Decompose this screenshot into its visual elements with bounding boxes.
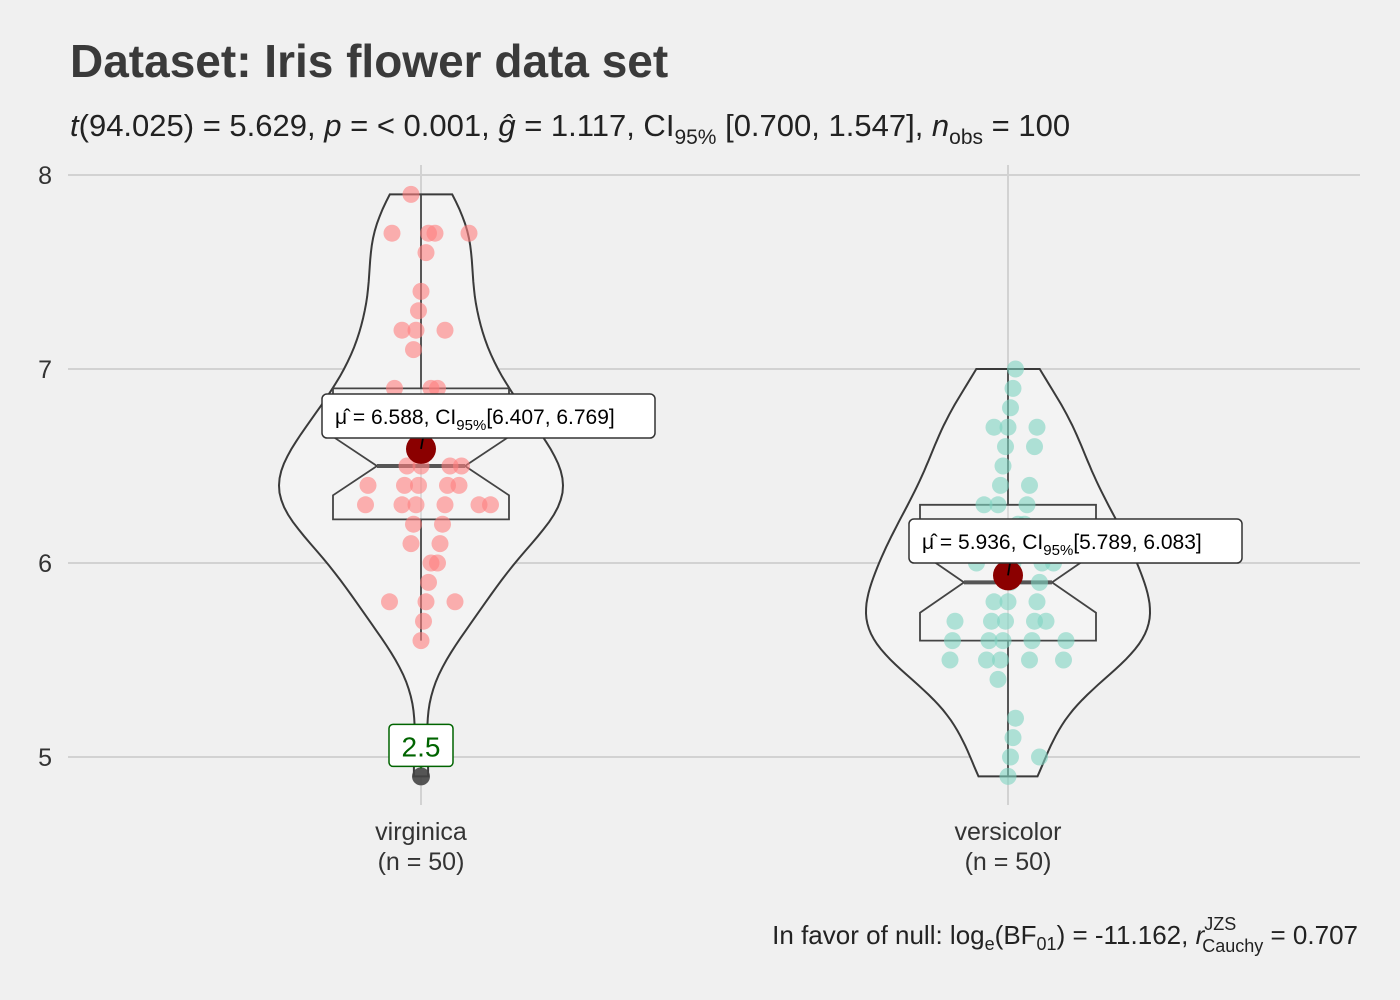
data-point-virginica xyxy=(402,185,420,203)
data-point-versicolor xyxy=(975,496,993,514)
y-tick-label: 5 xyxy=(38,744,52,772)
data-point-virginica xyxy=(482,496,499,514)
y-tick-label: 6 xyxy=(38,550,52,578)
data-point-versicolor xyxy=(1004,379,1022,397)
data-point-versicolor xyxy=(992,651,1009,669)
chart-subtitle: t(94.025) = 5.629, p = < 0.001, ĝ = 1.11… xyxy=(70,108,1070,149)
mean-label-box xyxy=(321,393,656,439)
data-point-versicolor xyxy=(989,670,1007,688)
data-point-versicolor xyxy=(1018,496,1036,514)
data-point-virginica xyxy=(383,224,401,242)
chart-caption: In favor of null: loge(BF01) = -11.162, … xyxy=(772,914,1358,956)
data-point-versicolor xyxy=(997,612,1014,630)
data-point-versicolor xyxy=(994,457,1012,475)
data-point-virginica xyxy=(410,302,427,320)
data-point-versicolor xyxy=(1023,632,1041,650)
data-point-versicolor xyxy=(1002,748,1019,766)
data-point-versicolor xyxy=(985,593,1003,611)
data-point-versicolor xyxy=(985,418,1003,436)
x-label-count-versicolor: (n = 50) xyxy=(965,848,1052,876)
data-point-versicolor xyxy=(1026,438,1043,456)
data-point-versicolor xyxy=(992,476,1009,494)
data-point-virginica xyxy=(436,496,454,514)
data-point-versicolor xyxy=(1007,360,1024,378)
data-point-virginica xyxy=(453,457,470,475)
data-point-versicolor xyxy=(944,632,961,650)
data-point-virginica xyxy=(359,476,377,494)
grid-layer xyxy=(68,165,1360,805)
y-tick-label: 7 xyxy=(38,356,52,384)
data-point-virginica xyxy=(417,593,435,611)
data-point-versicolor xyxy=(999,418,1017,436)
data-point-versicolor xyxy=(1021,476,1038,494)
data-point-versicolor xyxy=(980,632,998,650)
mean-label-versicolor: μ̂ = 5.936, CI95%[5.789, 6.083] xyxy=(922,531,1202,559)
data-point-versicolor xyxy=(978,651,995,669)
data-point-virginica xyxy=(393,321,411,339)
mean-label-connector xyxy=(1007,562,1011,576)
data-point-virginica xyxy=(426,224,444,242)
data-point-virginica xyxy=(417,244,435,262)
y-tick-label: 8 xyxy=(38,162,52,190)
data-point-virginica xyxy=(381,593,398,611)
data-point-virginica xyxy=(407,496,425,514)
data-point-versicolor xyxy=(1031,573,1048,591)
data-point-versicolor xyxy=(1031,748,1048,766)
data-point-virginica xyxy=(434,515,451,533)
data-point-versicolor xyxy=(1037,612,1055,630)
chart-title: Dataset: Iris flower data set xyxy=(70,35,668,87)
data-point-versicolor xyxy=(1055,651,1072,669)
data-point-versicolor xyxy=(1007,709,1024,727)
data-point-virginica xyxy=(410,476,427,494)
data-point-versicolor xyxy=(941,651,959,669)
outlier-label-box xyxy=(388,723,454,768)
data-point-versicolor xyxy=(999,767,1017,785)
data-point-versicolor xyxy=(999,593,1017,611)
data-point-versicolor xyxy=(1028,593,1046,611)
data-point-versicolor xyxy=(946,612,964,630)
outlier-point xyxy=(412,767,430,786)
data-point-virginica xyxy=(412,632,430,650)
data-point-virginica xyxy=(402,535,420,553)
data-point-virginica xyxy=(420,573,437,591)
data-point-versicolor xyxy=(1002,399,1019,417)
mean-label-box xyxy=(908,518,1243,564)
mean-label-connector xyxy=(420,437,424,450)
data-point-versicolor xyxy=(989,496,1007,514)
data-point-versicolor xyxy=(983,612,1000,630)
mean-layer: 2.5 μ̂ = 6.588, CI95%[6.407, 6.769] μ̂ = 5… xyxy=(321,393,1243,769)
data-point-virginica xyxy=(386,379,403,397)
outlier-label: 2.5 xyxy=(402,731,441,762)
data-point-versicolor xyxy=(1028,418,1046,436)
data-point-versicolor xyxy=(997,438,1014,456)
data-point-virginica xyxy=(446,593,464,611)
data-point-virginica xyxy=(450,476,468,494)
data-point-versicolor xyxy=(1004,729,1022,747)
mean-label-virginica: μ̂ = 6.588, CI95%[6.407, 6.769] xyxy=(335,406,615,434)
data-point-versicolor xyxy=(1021,651,1038,669)
data-point-versicolor xyxy=(1057,632,1075,650)
data-point-virginica xyxy=(396,476,413,494)
data-point-virginica xyxy=(436,321,454,339)
data-point-virginica xyxy=(398,457,416,475)
x-label-count-virginica: (n = 50) xyxy=(378,848,465,876)
data-point-versicolor xyxy=(994,632,1012,650)
data-point-virginica xyxy=(407,321,425,339)
data-point-virginica xyxy=(415,612,432,630)
x-label-versicolor: versicolor xyxy=(955,818,1062,846)
data-point-virginica xyxy=(405,515,422,533)
x-label-virginica: virginica xyxy=(375,818,467,846)
data-point-virginica xyxy=(431,535,449,553)
data-point-virginica xyxy=(460,224,478,242)
x-axis-labels: virginica(n = 50)versicolor(n = 50) xyxy=(375,818,1061,876)
data-point-virginica xyxy=(357,496,374,514)
data-point-virginica xyxy=(429,379,446,397)
data-point-virginica xyxy=(412,282,430,300)
data-point-virginica xyxy=(429,554,446,572)
data-point-virginica xyxy=(393,496,411,514)
y-axis-ticks: 5 6 7 8 xyxy=(38,162,52,772)
data-point-virginica xyxy=(405,341,422,359)
